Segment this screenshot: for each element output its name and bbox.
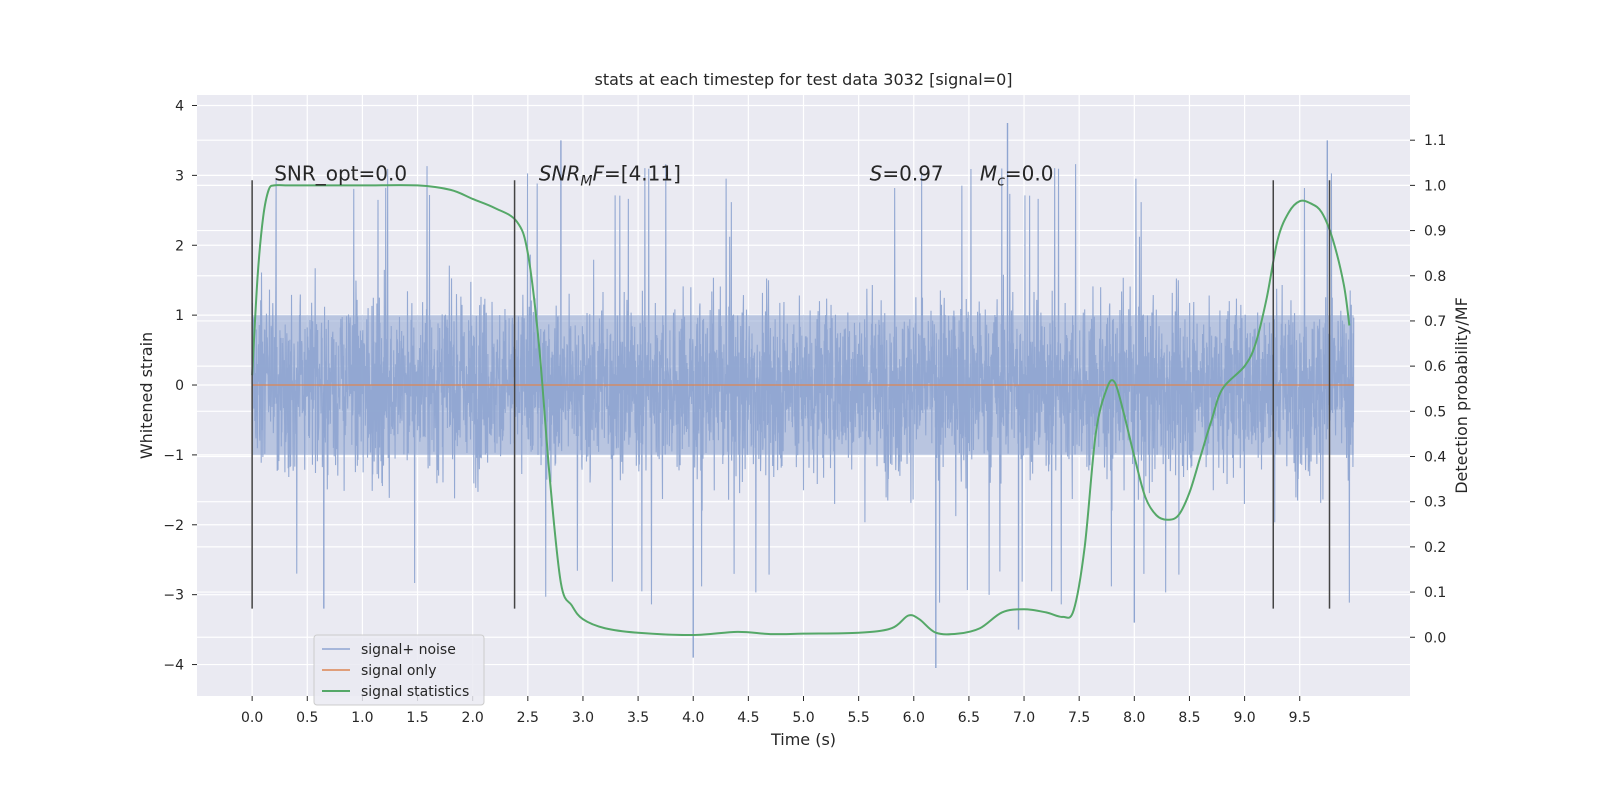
y-tick-label-right: 0.8 xyxy=(1424,269,1446,285)
x-tick-label: 6.5 xyxy=(958,710,980,726)
chart-title: stats at each timestep for test data 303… xyxy=(594,70,1012,89)
annotation-snr_opt: SNR_opt=0.0 xyxy=(274,161,407,185)
x-tick-label: 2.0 xyxy=(462,710,484,726)
y-tick-label-right: 0.3 xyxy=(1424,495,1446,511)
x-axis-label: Time (s) xyxy=(770,730,836,749)
y-tick-label-left: 3 xyxy=(175,168,184,184)
y-tick-label-right: 0.2 xyxy=(1424,540,1446,556)
annotation-s_val: S=0.97 xyxy=(870,161,944,185)
x-tick-label: 9.5 xyxy=(1289,710,1311,726)
annotation-mc_val: Mc=0.0 xyxy=(980,161,1054,189)
y-tick-label-left: 0 xyxy=(175,378,184,394)
y-axis-label-left: Whitened strain xyxy=(137,332,156,459)
x-tick-label: 0.5 xyxy=(296,710,318,726)
x-tick-label: 3.0 xyxy=(572,710,594,726)
y-tick-label-left: 2 xyxy=(175,238,184,254)
legend-label: signal only xyxy=(361,663,436,679)
vertical-markers xyxy=(251,180,1331,609)
y-tick-label-left: −2 xyxy=(163,518,184,534)
y-tick-label-right: 1.1 xyxy=(1424,133,1446,149)
annotations: SNR_opt=0.0 SNRMF=[4.11] S=0.97 Mc=0.0 xyxy=(274,161,1053,189)
annotation-snr_mf: SNRMF=[4.11] xyxy=(539,161,681,189)
y-tick-label-right: 0.1 xyxy=(1424,585,1446,601)
x-tick-label: 8.0 xyxy=(1123,710,1145,726)
legend: signal+ noise signal only signal statistic… xyxy=(313,634,485,706)
x-tick-label: 6.0 xyxy=(903,710,925,726)
x-tick-label: 8.5 xyxy=(1178,710,1200,726)
x-tick-label: 5.5 xyxy=(848,710,870,726)
x-tick-label: 0.0 xyxy=(241,710,263,726)
y-tick-label-left: −3 xyxy=(163,588,184,604)
y-axis-label-right: Detection probability/MF xyxy=(1452,297,1471,494)
y-tick-label-left: 1 xyxy=(175,308,184,324)
y-tick-label-left: −4 xyxy=(163,658,184,674)
x-tick-label: 1.0 xyxy=(351,710,373,726)
legend-label: signal statistics xyxy=(361,684,469,700)
y-tick-label-right: 0.4 xyxy=(1424,450,1446,466)
x-tick-label: 5.0 xyxy=(792,710,814,726)
y-tick-label-right: 0.9 xyxy=(1424,224,1446,240)
legend-box xyxy=(313,634,485,706)
x-tick-label: 1.5 xyxy=(406,710,428,726)
x-tick-label: 4.5 xyxy=(737,710,759,726)
axis-ticks: 0.0 0.5 1.0 1.5 2.0 2.5 3.0 3.5 4.0 4.5 5.0 5.5 6.0 6… xyxy=(163,98,1446,726)
x-tick-label: 4.0 xyxy=(682,710,704,726)
x-tick-label: 7.5 xyxy=(1068,710,1090,726)
x-tick-label: 7.0 xyxy=(1013,710,1035,726)
y-tick-label-right: 0.6 xyxy=(1424,359,1446,375)
y-tick-label-right: 0.7 xyxy=(1424,314,1446,330)
y-tick-label-left: 4 xyxy=(175,98,184,114)
y-tick-label-right: 0.0 xyxy=(1424,630,1446,646)
y-tick-label-right: 1.0 xyxy=(1424,178,1446,194)
x-tick-label: 2.5 xyxy=(517,710,539,726)
y-tick-label-left: −1 xyxy=(163,448,184,464)
x-tick-label: 9.0 xyxy=(1233,710,1255,726)
legend-label: signal+ noise xyxy=(361,642,456,658)
series-signal-statistics xyxy=(251,184,1351,637)
x-tick-label: 3.5 xyxy=(627,710,649,726)
series-layer xyxy=(251,122,1355,669)
y-tick-label-right: 0.5 xyxy=(1424,404,1446,420)
